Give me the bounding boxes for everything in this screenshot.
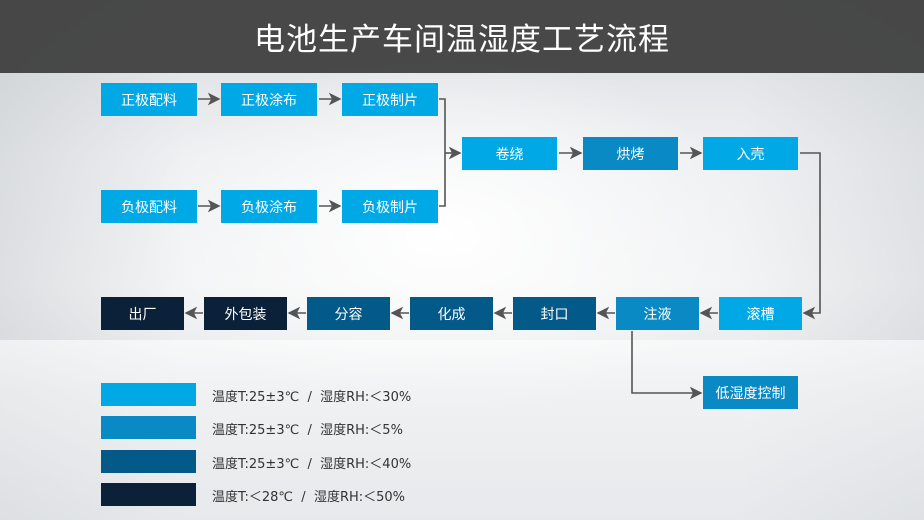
step-neg-mix: 负极配料 [101,190,197,223]
step-pos-coat: 正极涂布 [221,83,317,116]
legend-text-3: 温度T:25±3℃ / 湿度RH:＜40% [212,457,412,472]
title-bar: 电池生产车间温湿度工艺流程 [0,0,924,73]
step-pos-cut: 正极制片 [342,83,438,116]
legend-swatch-3 [101,450,196,473]
step-bake: 烘烤 [583,137,678,170]
step-inject: 注液 [616,297,699,330]
step-grade: 分容 [307,297,390,330]
legend-swatch-1 [101,383,196,406]
connector-cut-merge [439,98,446,207]
step-case: 入壳 [703,137,798,170]
page-title: 电池生产车间温湿度工艺流程 [254,22,670,58]
legend-swatch-4 [101,483,196,506]
step-form: 化成 [410,297,493,330]
step-pack: 外包装 [204,297,287,330]
step-seal: 封口 [513,297,596,330]
step-pos-mix: 正极配料 [101,83,197,116]
step-groove: 滚槽 [719,297,802,330]
step-low-humidity: 低湿度控制 [703,376,798,409]
step-neg-coat: 负极涂布 [221,190,317,223]
legend-text-1: 温度T:25±3℃ / 湿度RH:＜30% [212,390,412,405]
legend-swatch-2 [101,416,196,439]
arrow-case-to-groove [800,152,821,320]
legend-text-4: 温度T:＜28℃ / 湿度RH:＜50% [212,490,406,505]
legend-text-2: 温度T:25±3℃ / 湿度RH:＜5% [212,423,403,438]
arrow-inject-to-low-humidity [631,331,703,400]
step-ship: 出厂 [101,297,184,330]
step-wind: 卷绕 [462,137,557,170]
step-neg-cut: 负极制片 [342,190,438,223]
